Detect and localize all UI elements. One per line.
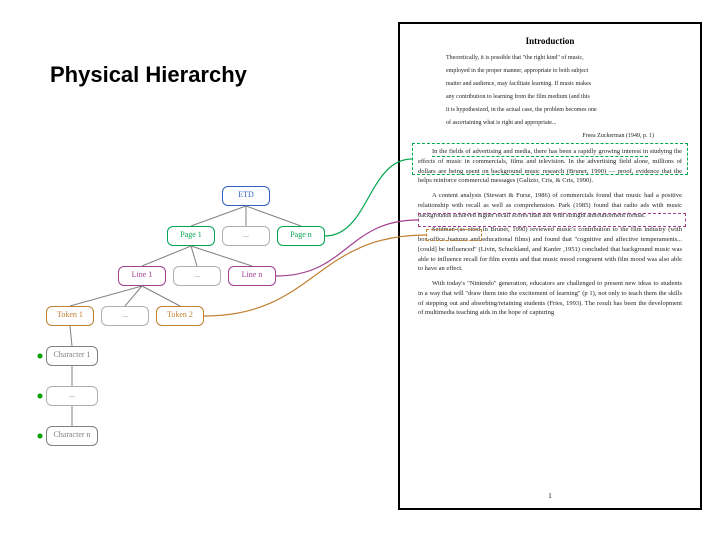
doc-para-3: Seidman (as cited in Brunet, 1990) revie… (418, 225, 682, 274)
node-lined: ... (173, 266, 221, 286)
node-tok1: Token 1 (46, 306, 94, 326)
quote-line: of ascertaining what is right and approp… (446, 119, 654, 128)
quote-attribution: Freea Zuckerman (1949, p. 1) (446, 132, 654, 141)
node-chard: ... (46, 386, 98, 406)
node-char1: Character 1 (46, 346, 98, 366)
node-paged: ... (222, 226, 270, 246)
node-tokd: ... (101, 306, 149, 326)
node-tok2: Token 2 (156, 306, 204, 326)
node-etd: ETD (222, 186, 270, 206)
document-thumbnail: Introduction Theoretically, it is possib… (398, 22, 702, 510)
doc-para-1: In the fields of advertising and media, … (418, 147, 682, 186)
node-line1: Line 1 (118, 266, 166, 286)
quote-line: employed in the proper manner, appropria… (446, 67, 654, 76)
quote-line: Theoretically, it is possible that "the … (446, 54, 654, 63)
doc-para-2: A content analysis (Stewart & Furse, 198… (418, 191, 682, 220)
quote-line: matter and audience, may facilitate lear… (446, 80, 654, 89)
page-number: 1 (400, 492, 700, 500)
node-linen: Line n (228, 266, 276, 286)
node-pagen: Page n (277, 226, 325, 246)
doc-para-4: With today's "Nintendo" generation, educ… (418, 279, 682, 318)
node-page1: Page 1 (167, 226, 215, 246)
para1-lead-highlighted: In the fields of advertising and media, … (432, 148, 648, 157)
para2-lead: A content analysis (Stewart & Furse, 198… (432, 192, 659, 199)
diagram-title: Physical Hierarchy (50, 62, 247, 88)
document-quote: Theoretically, it is possible that "the … (418, 54, 682, 128)
quote-line: it is hypothesized, in the actual case, … (446, 106, 654, 115)
document-heading: Introduction (418, 36, 682, 46)
quote-line: any contribution to learning from the fi… (446, 93, 654, 102)
node-charn: Character n (46, 426, 98, 446)
document-body: Theoretically, it is possible that "the … (418, 54, 682, 318)
